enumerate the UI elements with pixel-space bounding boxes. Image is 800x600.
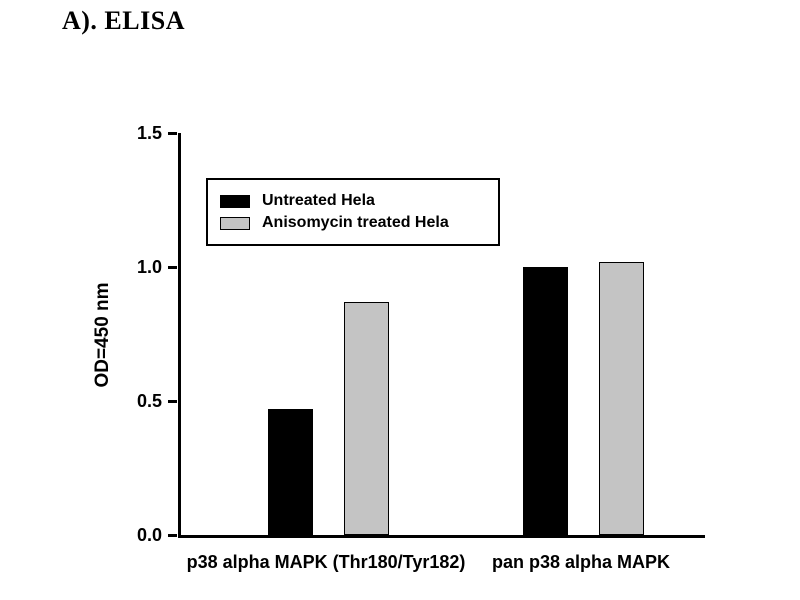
- legend-swatch-anisomycin: [220, 216, 250, 230]
- bar-untreated-group1: [268, 409, 313, 535]
- legend-item-untreated: Untreated Hela: [220, 192, 486, 210]
- y-tick-mark: [168, 399, 177, 403]
- bar-anisomycin-group2: [599, 262, 644, 535]
- bar-anisomycin-group1: [344, 302, 389, 535]
- legend-label-anisomycin: Anisomycin treated Hela: [262, 214, 449, 231]
- y-tick-mark: [168, 265, 177, 269]
- plot-area: Untreated Hela Anisomycin treated Hela: [178, 133, 705, 538]
- y-tick-mark: [168, 131, 177, 135]
- legend-label-untreated: Untreated Hela: [262, 192, 375, 209]
- bar-untreated-group2: [523, 267, 568, 535]
- y-tick-label: 0.0: [136, 525, 162, 545]
- legend-item-anisomycin: Anisomycin treated Hela: [220, 214, 486, 232]
- x-category-label-p38-phospho: p38 alpha MAPK (Thr180/Tyr182): [186, 552, 466, 572]
- y-tick-label: 1.5: [136, 123, 162, 143]
- bars-layer: [181, 133, 705, 535]
- y-tick-label: 1.0: [136, 257, 162, 277]
- y-tick-label: 0.5: [136, 391, 162, 411]
- legend: Untreated Hela Anisomycin treated Hela: [206, 178, 500, 246]
- legend-swatch-untreated: [220, 194, 250, 208]
- y-tick-mark: [168, 533, 177, 537]
- figure-title: A). ELISA: [62, 6, 185, 35]
- x-category-label-pan-p38: pan p38 alpha MAPK: [491, 552, 671, 572]
- y-axis-label: OD=450 nm: [92, 282, 113, 388]
